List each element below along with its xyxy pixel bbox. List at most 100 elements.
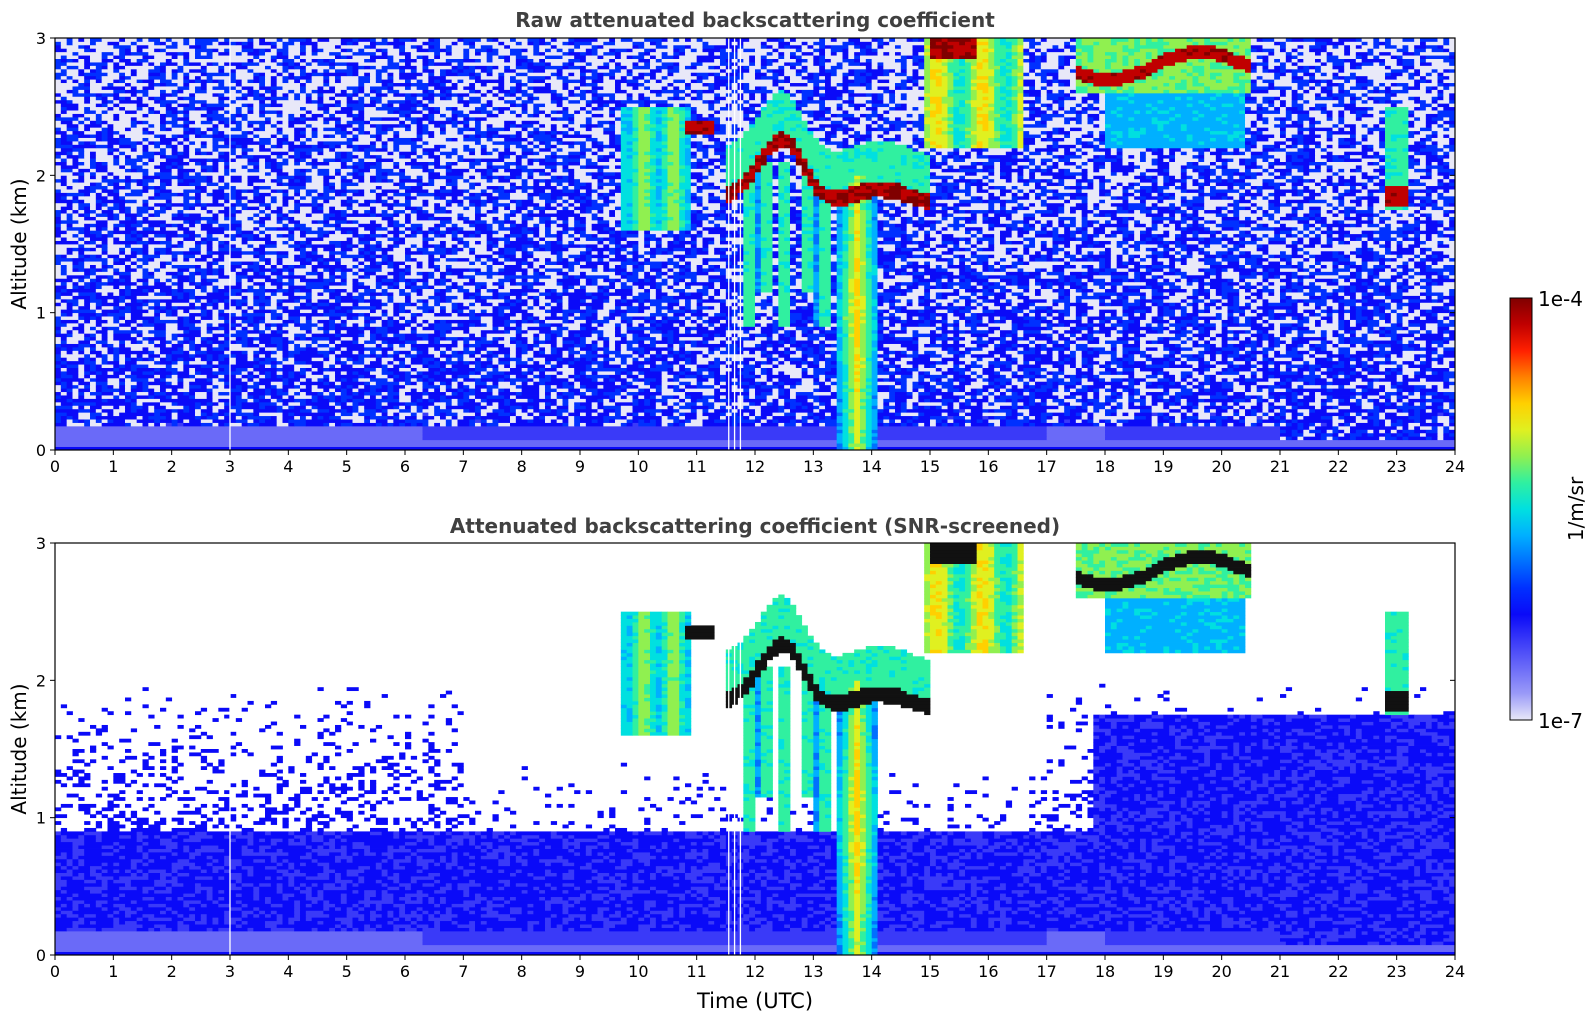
heatmap-cell (650, 367, 668, 372)
heatmap-cell (1449, 326, 1455, 331)
heatmap-cell (679, 364, 686, 368)
heatmap-cell (1262, 353, 1269, 358)
heatmap-cell (883, 357, 902, 362)
heatmap-cell (1379, 333, 1386, 338)
heatmap-cell (387, 415, 394, 420)
heatmap-cell (953, 367, 966, 372)
heatmap-cell (708, 408, 715, 413)
heatmap-cell (737, 333, 750, 338)
heatmap-cell (177, 347, 184, 351)
heatmap-cell (714, 371, 721, 375)
heatmap-cell (1128, 353, 1135, 358)
heatmap-cell (696, 408, 703, 413)
heatmap-cell (142, 422, 149, 427)
heatmap-cell (422, 377, 429, 382)
heatmap-cell (195, 367, 213, 372)
heatmap-cell (1017, 329, 1024, 334)
heatmap-cell (300, 336, 307, 341)
heatmap-cell (1309, 429, 1322, 434)
heatmap-cell (457, 384, 464, 389)
heatmap-cell (78, 419, 85, 423)
heatmap-cell (720, 388, 727, 393)
heatmap-cell (988, 364, 995, 368)
heatmap-cell (405, 419, 429, 423)
heatmap-cell (323, 367, 330, 372)
heatmap-cell (1151, 398, 1164, 403)
heatmap-cell (1291, 381, 1304, 386)
heatmap-cell (842, 446, 849, 450)
heatmap-cell (1250, 360, 1258, 365)
heatmap-cell (1186, 326, 1193, 331)
heatmap-cell (1075, 398, 1083, 403)
heatmap-cell (387, 401, 406, 406)
heatmap-cell (136, 333, 143, 338)
heatmap-cell (125, 391, 138, 396)
heatmap-cell (1443, 398, 1455, 403)
heatmap-cell (655, 398, 668, 403)
heatmap-cell (720, 367, 733, 372)
heatmap-cell (148, 336, 167, 341)
heatmap-cell (416, 371, 423, 375)
heatmap-cell (125, 388, 132, 393)
heatmap-cell (1326, 343, 1333, 348)
heatmap-cell (895, 336, 913, 341)
heatmap-cell (381, 364, 388, 368)
heatmap-cell (422, 398, 429, 403)
heatmap-cell (1087, 377, 1100, 382)
heatmap-cell (1262, 364, 1269, 368)
heatmap-cell (1145, 401, 1153, 406)
heatmap-cell (685, 329, 692, 334)
heatmap-cell (813, 391, 832, 396)
heatmap-cell (1145, 381, 1153, 386)
heatmap-cell (918, 364, 925, 368)
heatmap-cell (1256, 401, 1263, 406)
heatmap-cell (1402, 371, 1415, 375)
heatmap-cell (585, 357, 593, 362)
heatmap-cell (504, 401, 511, 406)
heatmap-cell (253, 357, 260, 362)
heatmap-cell (1227, 405, 1234, 410)
heatmap-cell (609, 353, 616, 358)
heatmap-cell (1355, 364, 1363, 368)
heatmap-cell (620, 336, 628, 341)
heatmap-cell (101, 384, 108, 389)
heatmap-cell (819, 384, 832, 389)
heatmap-cell (1040, 419, 1048, 423)
heatmap-cell (1145, 360, 1153, 365)
heatmap-cell (282, 374, 289, 379)
heatmap-cell (463, 401, 482, 406)
heatmap-cell (259, 374, 266, 379)
heatmap-cell (1035, 381, 1048, 386)
heatmap-cell (959, 401, 966, 406)
heatmap-cell (1239, 405, 1246, 410)
heatmap-cell (1373, 343, 1392, 348)
heatmap-cell (965, 415, 972, 420)
heatmap-cell (346, 360, 353, 365)
heatmap-cell (136, 401, 143, 406)
heatmap-cell (1332, 381, 1351, 386)
heatmap-cell (912, 422, 919, 427)
heatmap-cell (620, 343, 628, 348)
heatmap-cell (743, 395, 750, 399)
heatmap-cell (795, 350, 803, 355)
heatmap-cell (533, 415, 540, 420)
heatmap-cell (644, 398, 651, 403)
heatmap-cell (1256, 398, 1263, 403)
heatmap-cell (959, 326, 972, 331)
heatmap-cell (60, 364, 68, 368)
heatmap-cell (1268, 343, 1275, 348)
heatmap-cell (130, 353, 138, 358)
heatmap-cell (1058, 395, 1065, 399)
heatmap-cell (101, 408, 114, 413)
heatmap-cell (720, 360, 727, 365)
heatmap-cell (976, 343, 989, 348)
heatmap-cell (445, 360, 458, 365)
heatmap-cell (410, 388, 418, 393)
heatmap-cell (148, 347, 161, 351)
heatmap-cell (387, 340, 406, 344)
heatmap-cell (1052, 371, 1065, 375)
heatmap-cell (766, 322, 773, 327)
heatmap-cell (1379, 405, 1398, 410)
heatmap-cell (1186, 384, 1193, 389)
heatmap-cell (760, 360, 768, 365)
